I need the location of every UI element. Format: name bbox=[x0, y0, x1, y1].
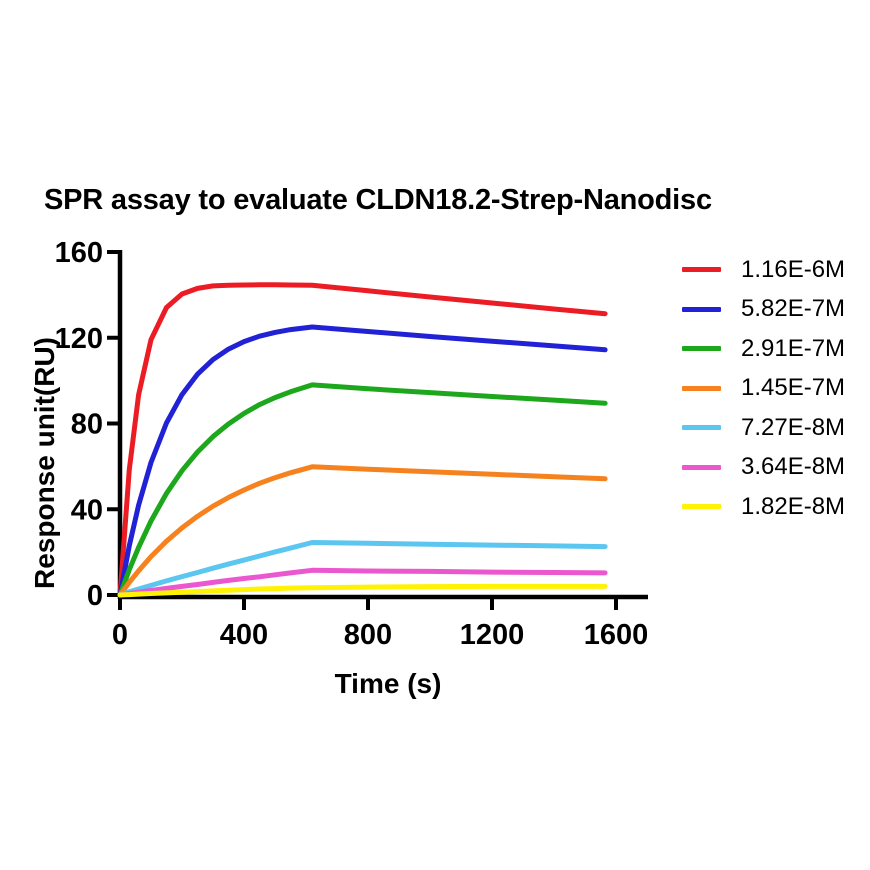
legend-label: 1.16E-6M bbox=[741, 255, 846, 283]
legend-swatch-line bbox=[682, 425, 721, 431]
legend-item: 1.82E-8M bbox=[682, 487, 845, 527]
legend-label: 1.45E-7M bbox=[741, 374, 846, 402]
y-tick-label: 40 bbox=[71, 494, 103, 526]
y-tick-label: 0 bbox=[87, 580, 103, 612]
curve-1.16E-6M bbox=[117, 282, 608, 598]
legend: 1.16E-6M 5.82E-7M 2.91E-7M 1.45E-7M 7.27E-8M… bbox=[682, 250, 845, 527]
y-tick-label: 120 bbox=[55, 323, 103, 355]
y-tick-label: 160 bbox=[55, 237, 103, 269]
x-tick-label: 800 bbox=[344, 619, 392, 651]
x-tick-label: 400 bbox=[220, 619, 268, 651]
legend-item: 7.27E-8M bbox=[682, 408, 845, 448]
y-axis-title: Response unit(RU) bbox=[29, 337, 60, 589]
curve-1.82E-8M bbox=[117, 583, 608, 598]
legend-item: 3.64E-8M bbox=[682, 448, 845, 488]
legend-label: 7.27E-8M bbox=[741, 413, 846, 441]
legend-item: 1.16E-6M bbox=[682, 250, 845, 290]
legend-label: 3.64E-8M bbox=[741, 453, 846, 481]
legend-label: 2.91E-7M bbox=[741, 334, 846, 362]
x-tick-label: 1200 bbox=[460, 619, 525, 651]
legend-swatch-line bbox=[682, 385, 721, 391]
chart-title: SPR assay to evaluate CLDN18.2-Strep-Nan… bbox=[44, 184, 712, 216]
legend-swatch-line bbox=[682, 504, 721, 510]
legend-swatch-line bbox=[682, 346, 721, 352]
legend-item: 2.91E-7M bbox=[682, 329, 845, 369]
x-tick-label: 1600 bbox=[584, 619, 649, 651]
legend-item: 5.82E-7M bbox=[682, 290, 845, 330]
curve-7.27E-8M bbox=[117, 540, 608, 598]
legend-item: 1.45E-7M bbox=[682, 369, 845, 409]
curve-3.64E-8M bbox=[117, 567, 608, 598]
curve-2.91E-7M bbox=[117, 382, 608, 598]
legend-swatch-line bbox=[682, 464, 721, 470]
legend-swatch-line bbox=[682, 306, 721, 312]
x-tick-label: 0 bbox=[112, 619, 128, 651]
legend-swatch-line bbox=[682, 267, 721, 273]
legend-label: 1.82E-8M bbox=[741, 492, 846, 520]
x-axis-title: Time (s) bbox=[334, 668, 442, 699]
curve-5.82E-7M bbox=[117, 324, 608, 598]
y-tick-label: 80 bbox=[71, 409, 103, 441]
curve-1.45E-7M bbox=[117, 464, 608, 598]
legend-label: 5.82E-7M bbox=[741, 295, 846, 323]
